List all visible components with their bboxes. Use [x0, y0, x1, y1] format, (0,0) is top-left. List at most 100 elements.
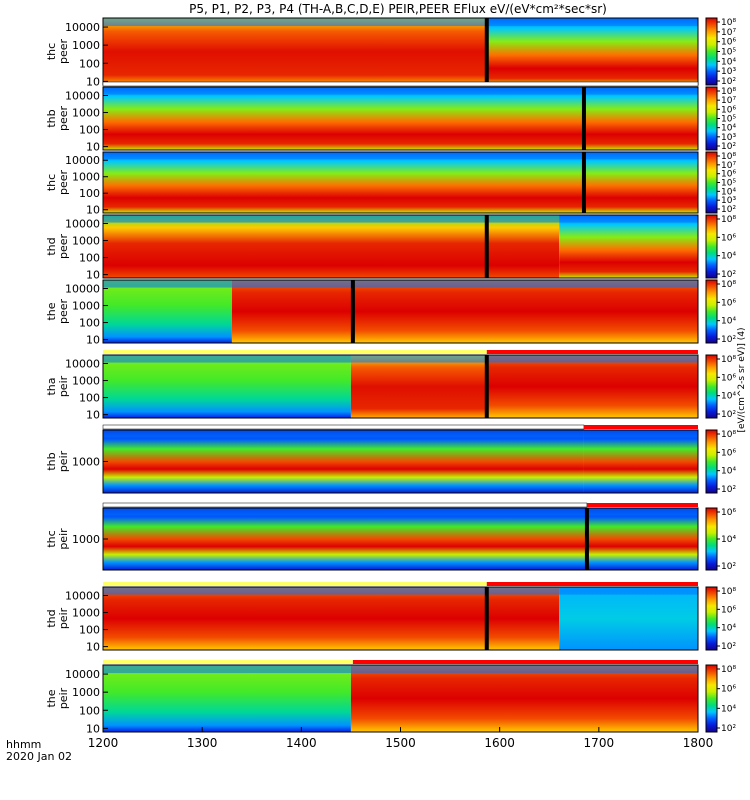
y-tick-label: 10000	[65, 283, 100, 296]
data-gap-line	[581, 152, 586, 213]
y-tick-label: 10	[86, 641, 100, 654]
colorbar-tick-label: 10⁶	[721, 170, 736, 180]
spectrogram-segment	[231, 280, 698, 343]
colorbar-tick-label: 10⁴	[721, 535, 736, 545]
y-tick-label: 1000	[72, 607, 100, 620]
colorbar-tick-label: 10⁶	[721, 508, 736, 518]
colorbar-tick-label: 10³	[721, 67, 736, 77]
noise-band	[103, 215, 698, 223]
y-tick-label: 100	[79, 124, 100, 137]
colorbar-tick-label: 10⁸	[721, 355, 736, 365]
y-label-probe: tha	[45, 377, 58, 395]
y-tick-label: 10	[86, 334, 100, 347]
x-axis: 1200 1300 1400 1500 1600 1700 1800	[88, 727, 713, 750]
colorbar	[705, 279, 718, 344]
colorbar	[705, 664, 718, 733]
colorbar-tick-label: 10⁸	[721, 152, 736, 162]
colorbar-tick-label: 10⁶	[721, 605, 736, 615]
colorbar-tick-label: 10⁷	[721, 28, 736, 38]
mode-bar	[486, 582, 698, 586]
colorbar-tick-label: 10²	[721, 205, 736, 215]
x-tick-label: 1400	[286, 736, 317, 750]
spectrogram-segment	[103, 430, 584, 493]
colorbar-tick-label: 10⁴	[721, 624, 736, 634]
spectrogram-segment	[103, 355, 351, 418]
y-tick-label: 100	[79, 392, 100, 405]
mode-bar	[352, 660, 698, 664]
panel-tha-peir: 10000 1000 100 10 tha peir 10⁸ 10⁶ 10⁴ 10²	[45, 350, 736, 422]
panel-frame	[102, 151, 699, 214]
colorbar-tick-label: 10⁷	[721, 96, 736, 106]
x-tick-label: 1600	[484, 736, 515, 750]
colorbar-tick-label: 10²	[721, 77, 736, 87]
spectrogram-segment	[583, 430, 698, 493]
colorbar-tick-label: 10⁸	[721, 87, 736, 97]
colorbar-tick-label: 10⁸	[721, 280, 736, 290]
spectrogram-segment	[559, 215, 698, 278]
spectrogram-segment	[350, 355, 487, 418]
colorbar-tick-label: 10⁸	[721, 665, 736, 675]
panel-thb-peir: 1000 thb peir 10⁸ 10⁶ 10⁴ 10²	[45, 424, 736, 495]
colorbar-tick-label: 10⁵	[721, 48, 736, 58]
data-gap-line	[484, 355, 489, 418]
y-label-product: peer	[57, 106, 70, 132]
colorbar-tick-label: 10⁶	[721, 373, 736, 383]
y-label-product: peir	[57, 375, 70, 397]
panel-thd-peir: 10000 1000 100 10 thd peir 10⁸ 10⁶ 10⁴ 10²	[45, 582, 736, 654]
data-gap-line	[350, 280, 355, 343]
colorbar-tick-label: 10²	[721, 485, 736, 495]
spectrogram-segment	[559, 587, 698, 650]
figure-title: P5, P1, P2, P3, P4 (TH-A,B,C,D,E) PEIR,P…	[189, 2, 607, 16]
x-tick-label: 1500	[385, 736, 416, 750]
y-tick-label: 10000	[65, 668, 100, 681]
panel-thc-peer-2: 10000 1000 100 10 thc peer 10⁸10⁷10⁶10⁵10⁴10³1…	[45, 151, 736, 217]
panel-thd-peer: 10000 1000 100 10 thd peer 10⁸ 10⁶ 10⁴ 10²	[45, 214, 736, 282]
y-tick-label: 10	[86, 75, 100, 88]
colorbar-tick-label: 10⁵	[721, 179, 736, 189]
mode-bar	[486, 350, 698, 354]
panel-thc-peer: 10000 1000 100 10 thc peer 10⁸10⁷10⁶10⁵10⁴10³1…	[45, 17, 736, 88]
colorbar-tick-label: 10⁴	[721, 57, 736, 67]
y-tick-label: 100	[79, 317, 100, 330]
colorbar-tick-label: 10⁸	[721, 18, 736, 28]
panel-frame	[102, 586, 699, 651]
colorbar-tick-label: 10⁴	[721, 124, 736, 134]
y-tick-label: 1000	[72, 533, 100, 546]
y-tick-label: 10	[86, 722, 100, 735]
data-gap-line	[581, 87, 586, 150]
colorbar-tick-label: 10²	[721, 562, 736, 572]
y-label-product: peer	[57, 39, 70, 65]
colorbar-tick-label: 10⁶	[721, 105, 736, 115]
mode-bar	[102, 424, 585, 430]
colorbar	[705, 586, 718, 651]
colorbar-tick-label: 10²	[721, 270, 736, 280]
noise-band	[103, 508, 698, 516]
panel-frame	[102, 86, 699, 151]
y-tick-label: 100	[79, 624, 100, 637]
y-tick-label: 1000	[72, 456, 100, 469]
y-tick-label: 10000	[65, 21, 100, 34]
y-tick-label: 1000	[72, 39, 100, 52]
panel-the-peir: 10000 1000 100 10 the peir 10⁸ 10⁶ 10⁴ 10²	[45, 660, 736, 735]
y-label-product: peir	[57, 607, 70, 629]
data-gap-line	[484, 587, 489, 650]
spectrogram-segment	[486, 355, 698, 418]
y-tick-label: 10	[86, 409, 100, 422]
spectrogram-segment	[103, 665, 351, 732]
y-tick-label: 1000	[72, 171, 100, 184]
spectrogram-segment	[586, 508, 698, 570]
y-tick-label: 10000	[65, 154, 100, 167]
colorbar-tick-label: 10⁶	[721, 298, 736, 308]
spectrogram-segment	[103, 18, 487, 85]
y-tick-label: 10000	[65, 358, 100, 371]
x-tick-label: 1700	[584, 736, 615, 750]
panel-thc-peir: 1000 thc peir 10⁶ 10⁴ 10²	[45, 502, 736, 572]
y-tick-label: 10000	[65, 590, 100, 603]
colorbar-tick-label: 10⁶	[721, 448, 736, 458]
y-tick-label: 100	[79, 57, 100, 70]
y-label-product: peir	[57, 528, 70, 550]
y-label-probe: thc	[45, 530, 58, 547]
y-tick-label: 1000	[72, 375, 100, 388]
noise-band	[103, 430, 698, 438]
